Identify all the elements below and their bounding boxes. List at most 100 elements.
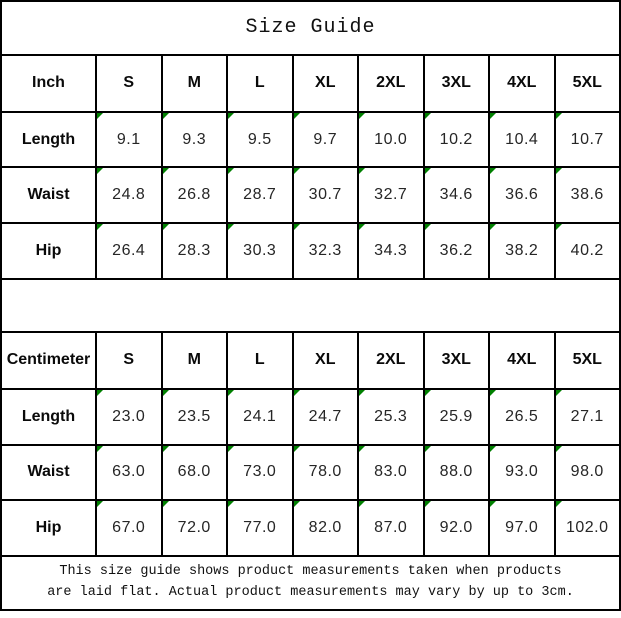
- unit-header-inch: Inch: [0, 53, 97, 113]
- flag-triangle-icon: [556, 502, 562, 508]
- flag-triangle-icon: [228, 390, 234, 396]
- measurement-cell: 36.2: [422, 222, 490, 281]
- size-col-header-s: S: [95, 330, 163, 390]
- size-col-header-3xl: 3XL: [422, 53, 490, 113]
- measurement-cell: 78.0: [291, 443, 359, 502]
- flag-triangle-icon: [97, 113, 103, 119]
- size-col-header-4xl: 4XL: [488, 53, 556, 113]
- measurement-cell: 28.3: [160, 222, 228, 281]
- measurement-cell: 26.4: [95, 222, 163, 281]
- size-col-header-5xl: 5XL: [553, 53, 621, 113]
- measurement-cell: 30.7: [291, 166, 359, 225]
- flag-triangle-icon: [294, 225, 300, 231]
- size-col-header-2xl: 2XL: [357, 330, 425, 390]
- measurement-cell: 23.0: [95, 387, 163, 446]
- flag-triangle-icon: [425, 502, 431, 508]
- row-label-waist: Waist: [0, 443, 97, 502]
- spacer-cell: [0, 278, 621, 333]
- measurement-cell: 40.2: [553, 222, 621, 281]
- flag-triangle-icon: [359, 169, 365, 175]
- measurement-cell: 77.0: [226, 499, 294, 558]
- measurement-cell: 32.3: [291, 222, 359, 281]
- measurement-cell: 9.3: [160, 110, 228, 169]
- flag-triangle-icon: [228, 502, 234, 508]
- row-label-hip: Hip: [0, 222, 97, 281]
- row-label-length: Length: [0, 110, 97, 169]
- measurement-cell: 27.1: [553, 387, 621, 446]
- flag-triangle-icon: [425, 390, 431, 396]
- measurement-cell: 10.0: [357, 110, 425, 169]
- measurement-cell: 24.7: [291, 387, 359, 446]
- footer-note-line1: This size guide shows product measuremen…: [59, 564, 562, 580]
- measurement-cell: 72.0: [160, 499, 228, 558]
- flag-triangle-icon: [359, 390, 365, 396]
- flag-triangle-icon: [228, 113, 234, 119]
- measurement-cell: 34.3: [357, 222, 425, 281]
- measurement-cell: 28.7: [226, 166, 294, 225]
- flag-triangle-icon: [163, 446, 169, 452]
- flag-triangle-icon: [97, 169, 103, 175]
- inch-length-row: Length 9.1 9.3 9.5 9.7 10.0 10.2 10.4 10…: [0, 110, 621, 169]
- cm-waist-row: Waist 63.0 68.0 73.0 78.0 83.0 88.0 93.0…: [0, 443, 621, 502]
- cm-hip-row: Hip 67.0 72.0 77.0 82.0 87.0 92.0 97.0 1…: [0, 499, 621, 558]
- flag-triangle-icon: [359, 502, 365, 508]
- flag-triangle-icon: [490, 113, 496, 119]
- size-col-header-s: S: [95, 53, 163, 113]
- measurement-cell: 83.0: [357, 443, 425, 502]
- flag-triangle-icon: [556, 113, 562, 119]
- flag-triangle-icon: [556, 446, 562, 452]
- spacer-row: [0, 278, 621, 333]
- measurement-cell: 9.5: [226, 110, 294, 169]
- measurement-cell: 34.6: [422, 166, 490, 225]
- measurement-cell: 68.0: [160, 443, 228, 502]
- flag-triangle-icon: [490, 390, 496, 396]
- size-col-header-3xl: 3XL: [422, 330, 490, 390]
- measurement-cell: 26.5: [488, 387, 556, 446]
- measurement-cell: 24.8: [95, 166, 163, 225]
- flag-triangle-icon: [163, 502, 169, 508]
- measurement-cell: 63.0: [95, 443, 163, 502]
- inch-header-row: Inch S M L XL 2XL 3XL 4XL 5XL: [0, 53, 621, 113]
- row-label-waist: Waist: [0, 166, 97, 225]
- measurement-cell: 23.5: [160, 387, 228, 446]
- measurement-cell: 9.7: [291, 110, 359, 169]
- cm-length-row: Length 23.0 23.5 24.1 24.7 25.3 25.9 26.…: [0, 387, 621, 446]
- measurement-cell: 82.0: [291, 499, 359, 558]
- flag-triangle-icon: [425, 169, 431, 175]
- measurement-cell: 10.4: [488, 110, 556, 169]
- flag-triangle-icon: [228, 225, 234, 231]
- flag-triangle-icon: [294, 169, 300, 175]
- size-col-header-4xl: 4XL: [488, 330, 556, 390]
- flag-triangle-icon: [556, 225, 562, 231]
- flag-triangle-icon: [228, 169, 234, 175]
- flag-triangle-icon: [556, 169, 562, 175]
- measurement-cell: 73.0: [226, 443, 294, 502]
- measurement-cell: 10.2: [422, 110, 490, 169]
- size-col-header-l: L: [226, 330, 294, 390]
- flag-triangle-icon: [163, 169, 169, 175]
- flag-triangle-icon: [490, 446, 496, 452]
- flag-triangle-icon: [294, 113, 300, 119]
- flag-triangle-icon: [163, 225, 169, 231]
- measurement-cell: 102.0: [553, 499, 621, 558]
- measurement-cell: 30.3: [226, 222, 294, 281]
- flag-triangle-icon: [425, 225, 431, 231]
- measurement-cell: 32.7: [357, 166, 425, 225]
- footer-row: This size guide shows product measuremen…: [0, 555, 621, 611]
- flag-triangle-icon: [359, 113, 365, 119]
- flag-triangle-icon: [294, 390, 300, 396]
- row-label-length: Length: [0, 387, 97, 446]
- measurement-cell: 25.9: [422, 387, 490, 446]
- measurement-cell: 24.1: [226, 387, 294, 446]
- size-col-header-m: M: [160, 53, 228, 113]
- measurement-cell: 93.0: [488, 443, 556, 502]
- inch-waist-row: Waist 24.8 26.8 28.7 30.7 32.7 34.6 36.6…: [0, 166, 621, 225]
- flag-triangle-icon: [359, 446, 365, 452]
- measurement-cell: 92.0: [422, 499, 490, 558]
- measurement-cell: 98.0: [553, 443, 621, 502]
- flag-triangle-icon: [163, 390, 169, 396]
- size-col-header-xl: XL: [291, 330, 359, 390]
- flag-triangle-icon: [556, 390, 562, 396]
